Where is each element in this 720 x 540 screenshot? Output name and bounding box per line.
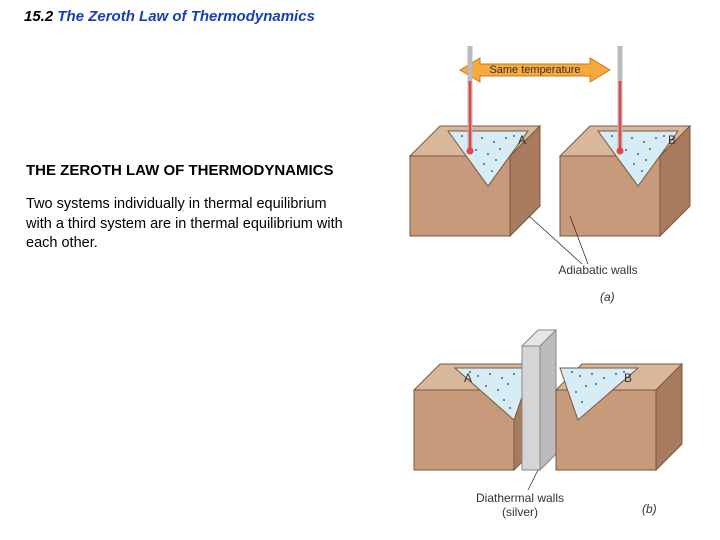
title-prefix: 15.2	[24, 8, 53, 25]
block-b-b: B	[556, 364, 682, 470]
same-temperature-banner: Same temperature	[460, 58, 610, 82]
svg-text:B: B	[668, 133, 676, 147]
figure-b-caption: (b)	[642, 502, 657, 516]
figure-a: Same temperature A	[400, 46, 700, 286]
body-paragraph: Two systems individually in thermal equi…	[26, 195, 356, 254]
adiabatic-walls-label: Adiabatic walls	[558, 263, 637, 277]
svg-text:A: A	[518, 133, 526, 147]
figure-b: A B Diathermal walls (silver) (b)	[400, 320, 690, 520]
figure-a-caption: (a)	[600, 290, 615, 304]
slide-title: 15.2 The Zeroth Law of Thermodynamics	[0, 0, 720, 25]
diathermal-walls-sub: (silver)	[502, 505, 538, 519]
section-heading: THE ZEROTH LAW OF THERMODYNAMICS	[26, 162, 334, 179]
figure-a-svg: Same temperature A	[400, 46, 700, 306]
block-a-b: A	[414, 364, 540, 470]
banner-text: Same temperature	[489, 64, 580, 76]
svg-text:A: A	[464, 371, 472, 385]
diathermal-wall	[522, 330, 556, 470]
title-main: The Zeroth Law of Thermodynamics	[57, 8, 315, 25]
svg-text:B: B	[624, 371, 632, 385]
diathermal-walls-label: Diathermal walls	[476, 491, 564, 505]
figure-b-svg: A B Diathermal walls (silver)	[400, 320, 690, 520]
